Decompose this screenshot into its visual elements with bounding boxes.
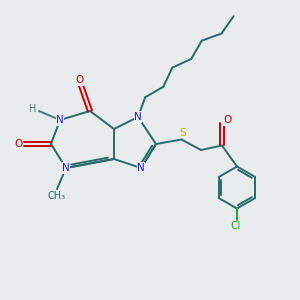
- Text: N: N: [134, 112, 142, 122]
- Text: CH₃: CH₃: [48, 190, 66, 201]
- Text: N: N: [137, 163, 145, 173]
- Text: S: S: [180, 128, 186, 138]
- Text: O: O: [75, 75, 84, 85]
- Text: N: N: [62, 163, 70, 173]
- Text: O: O: [223, 115, 232, 125]
- Text: H: H: [29, 104, 37, 115]
- Text: Cl: Cl: [230, 221, 241, 232]
- Text: O: O: [14, 139, 23, 149]
- Text: N: N: [56, 115, 64, 125]
